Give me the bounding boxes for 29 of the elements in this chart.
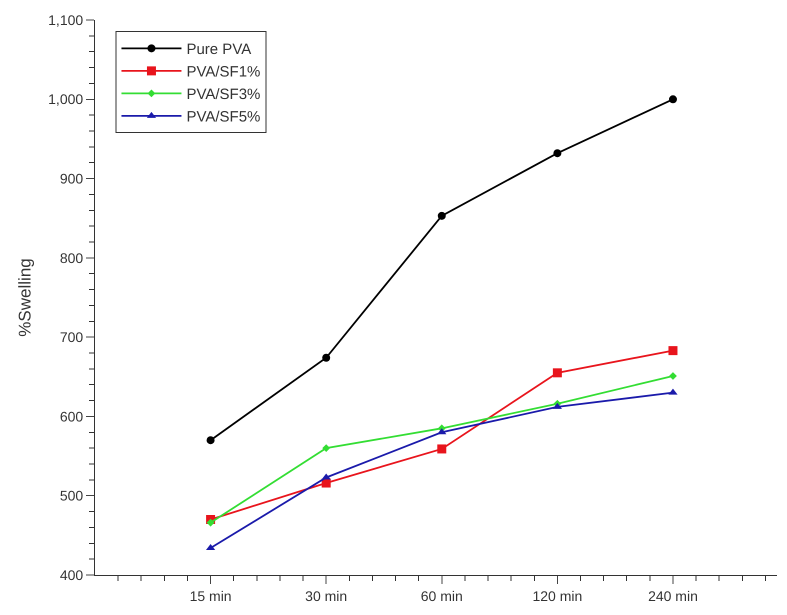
point [437,444,446,454]
point [206,518,214,527]
legend-label: PVA/SF5% [186,108,260,126]
point [438,212,446,220]
legend-label: PVA/SF3% [186,86,260,104]
point [206,436,215,444]
point [322,444,330,452]
x-tick-label: 30 min [305,588,348,604]
y-tick-label: 900 [60,170,84,186]
y-tick-label: 1,000 [48,91,84,108]
point [322,354,330,362]
legend-label: PVA/SF1% [186,64,260,81]
legend-label: Pure PVA [186,41,252,58]
y-tick-label: 600 [60,408,84,424]
y-tick-label: 400 [60,566,84,583]
x-tick-label: 120 min [532,588,582,604]
point [552,368,562,378]
point [668,95,677,104]
y-tick-label: 1,100 [48,12,84,28]
point [669,372,677,380]
point [668,346,678,356]
point [553,149,562,158]
y-tick-label: 500 [60,488,84,504]
x-tick-label: 240 min [648,588,698,604]
y-tick-label: 800 [60,250,84,266]
y-axis-title: %Swelling [16,258,35,337]
x-tick-label: 15 min [190,588,232,604]
x-tick-label: 60 min [420,588,463,604]
y-tick-label: 700 [60,329,84,346]
